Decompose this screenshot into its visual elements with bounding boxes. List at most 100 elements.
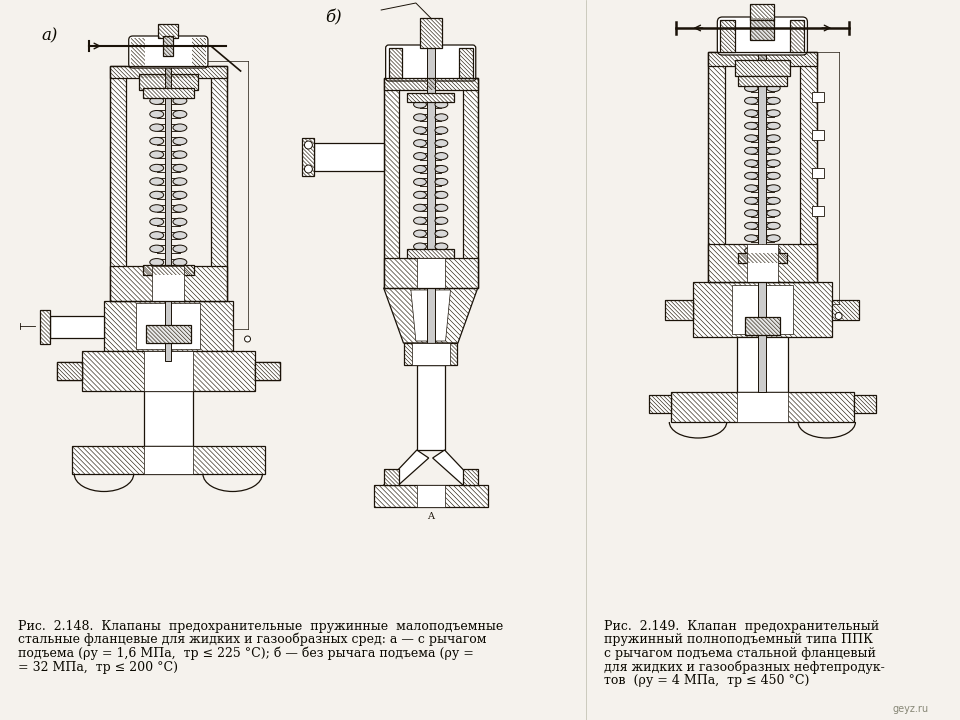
Ellipse shape [767, 160, 780, 167]
Ellipse shape [435, 114, 447, 121]
Ellipse shape [435, 217, 447, 224]
Circle shape [245, 336, 251, 342]
Ellipse shape [767, 222, 780, 229]
Ellipse shape [435, 230, 447, 237]
Polygon shape [433, 450, 478, 485]
Bar [109, 66, 126, 301]
Ellipse shape [150, 178, 164, 185]
Ellipse shape [767, 97, 780, 104]
Polygon shape [384, 469, 398, 485]
Bar [384, 258, 478, 288]
Bar [420, 18, 442, 48]
Ellipse shape [745, 122, 758, 129]
Ellipse shape [150, 258, 164, 266]
Bar [463, 78, 478, 288]
Ellipse shape [414, 217, 426, 224]
Bar [165, 66, 171, 361]
Bar [192, 38, 206, 66]
Ellipse shape [173, 124, 187, 131]
Text: тов  (ρу = 4 МПа,  тp ≤ 450 °C): тов (ρу = 4 МПа, тp ≤ 450 °C) [604, 674, 809, 687]
Ellipse shape [150, 164, 164, 172]
Ellipse shape [173, 232, 187, 239]
Bar [735, 60, 790, 76]
Ellipse shape [414, 140, 426, 147]
Ellipse shape [745, 210, 758, 217]
Ellipse shape [435, 166, 447, 173]
Bar [384, 78, 478, 90]
Bar [109, 66, 227, 78]
Ellipse shape [414, 204, 426, 212]
Bar [143, 88, 194, 98]
Bar [158, 24, 179, 38]
Polygon shape [411, 290, 450, 341]
Bar [800, 52, 817, 282]
Bar [812, 168, 824, 178]
Bar [854, 395, 876, 413]
Bar [737, 76, 787, 86]
Ellipse shape [745, 172, 758, 179]
Bar [109, 66, 126, 301]
Bar [138, 74, 198, 90]
Ellipse shape [745, 222, 758, 229]
Ellipse shape [435, 153, 447, 160]
Bar [751, 18, 775, 40]
Ellipse shape [767, 247, 780, 254]
Bar [314, 143, 384, 171]
Polygon shape [463, 469, 478, 485]
Text: пружинный полноподъемный типа ППК: пружинный полноподъемный типа ППК [604, 634, 873, 647]
Ellipse shape [745, 247, 758, 254]
Ellipse shape [435, 101, 447, 108]
Ellipse shape [173, 192, 187, 199]
Bar [131, 38, 145, 66]
Bar [39, 310, 50, 344]
Ellipse shape [150, 204, 164, 212]
FancyBboxPatch shape [386, 45, 476, 81]
Bar [104, 301, 232, 351]
FancyBboxPatch shape [129, 36, 208, 68]
Bar [57, 362, 82, 380]
Bar [143, 265, 194, 275]
Ellipse shape [745, 85, 758, 91]
Polygon shape [384, 469, 398, 485]
Bar [131, 38, 145, 66]
Bar [163, 36, 173, 56]
Bar [671, 392, 854, 422]
Bar [427, 48, 435, 358]
Bar [854, 395, 876, 413]
Ellipse shape [173, 110, 187, 118]
Bar [389, 48, 402, 78]
Bar [384, 78, 478, 288]
Bar [736, 392, 788, 422]
Text: geyz.ru: geyz.ru [893, 704, 928, 714]
Ellipse shape [173, 138, 187, 145]
Text: для жидких и газообразных нефтепродук-: для жидких и газообразных нефтепродук- [604, 660, 885, 673]
Bar [649, 395, 671, 413]
Bar [82, 351, 255, 391]
Bar [407, 249, 454, 258]
Bar [708, 52, 725, 282]
Bar [708, 52, 725, 282]
Text: подъема (ρу = 1,6 МПа,  тp ≤ 225 °C); б — без рычага подъема (ρу =: подъема (ρу = 1,6 МПа, тp ≤ 225 °C); б —… [18, 647, 473, 660]
Bar [745, 317, 780, 335]
Ellipse shape [150, 97, 164, 104]
Bar [417, 485, 444, 507]
Ellipse shape [173, 245, 187, 253]
Bar [255, 362, 279, 380]
Ellipse shape [150, 192, 164, 199]
Bar [720, 20, 735, 52]
Bar [708, 52, 817, 66]
Polygon shape [463, 469, 478, 485]
Bar [72, 446, 265, 474]
Text: с рычагом подъема стальной фланцевый: с рычагом подъема стальной фланцевый [604, 647, 876, 660]
Bar [389, 48, 402, 78]
Bar [745, 317, 780, 335]
Bar [708, 52, 817, 282]
Bar [812, 130, 824, 140]
Bar [109, 66, 227, 78]
Ellipse shape [767, 135, 780, 142]
Bar [708, 244, 817, 282]
Bar [109, 266, 227, 301]
Polygon shape [384, 288, 478, 343]
Ellipse shape [745, 235, 758, 242]
Bar [144, 351, 193, 391]
